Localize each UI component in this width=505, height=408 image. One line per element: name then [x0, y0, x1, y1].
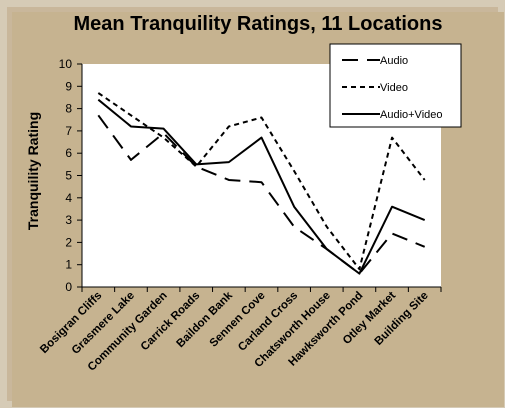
y-tick-label: 1: [65, 258, 72, 272]
legend-label-audio: Audio: [380, 55, 408, 67]
x-tick-label: Baildon Bank: [175, 289, 236, 350]
y-tick-label: 4: [65, 191, 72, 205]
series-line-video: [97, 92, 426, 271]
legend: Audio Video Audio+Video: [329, 43, 462, 128]
y-tick-label: 10: [59, 57, 73, 71]
y-axis-label: Tranquility Rating: [25, 112, 41, 230]
y-tick-label: 7: [65, 124, 72, 138]
y-tick-label: 2: [65, 235, 72, 249]
series-line-audio: [97, 114, 426, 275]
y-tick-label: 9: [65, 79, 72, 93]
y-tick-label: 0: [65, 280, 72, 294]
x-tick-label: Carrick Roads: [139, 290, 203, 354]
y-tick-label: 8: [65, 102, 72, 116]
legend-label-audio-video: Audio+Video: [380, 109, 443, 121]
series-line-audio-video: [97, 98, 426, 275]
y-tick-label: 3: [65, 213, 72, 227]
y-tick-label: 5: [65, 169, 72, 183]
chart-title: Mean Tranquility Ratings, 11 Locations: [74, 13, 443, 35]
legend-label-video: Video: [380, 82, 408, 94]
x-tick-label: Carland Cross: [236, 290, 300, 354]
y-tick-label: 6: [65, 146, 72, 160]
